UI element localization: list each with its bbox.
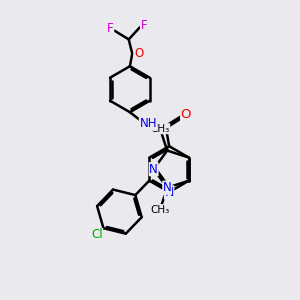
Text: N: N: [164, 186, 174, 199]
Text: O: O: [181, 108, 191, 121]
Text: NH: NH: [140, 117, 157, 130]
Text: Cl: Cl: [91, 229, 103, 242]
Text: F: F: [107, 22, 114, 35]
Text: CH₃: CH₃: [151, 205, 170, 214]
Text: CH₃: CH₃: [151, 124, 170, 134]
Text: F: F: [140, 19, 147, 32]
Text: N: N: [149, 163, 158, 176]
Text: O: O: [134, 46, 143, 59]
Text: N: N: [163, 181, 172, 194]
